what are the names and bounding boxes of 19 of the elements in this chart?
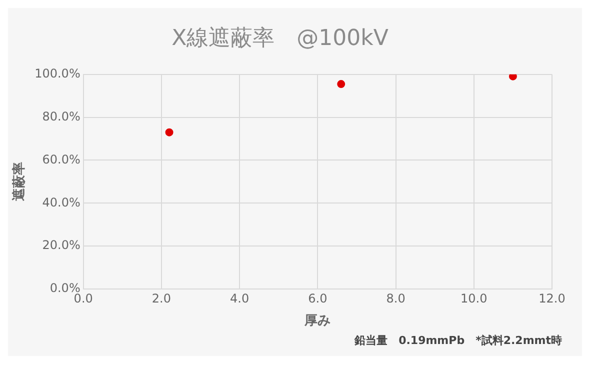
x-tick-label: 0.0 (74, 291, 93, 306)
chart-title: X線遮蔽率 @100kV (172, 26, 388, 51)
y-tick-label: 60.0% (42, 152, 80, 166)
y-tick-label: 20.0% (42, 238, 80, 252)
x-tick-label: 2.0 (152, 291, 172, 306)
x-axis-title: 厚み (304, 314, 331, 329)
point (508, 74, 517, 80)
y-axis-title: 遮蔽率 (11, 162, 28, 202)
x-tick-label: 12.0 (538, 291, 566, 306)
x-tick-label: 10.0 (460, 291, 488, 306)
x-tick-label: 8.0 (386, 291, 406, 306)
x-tick-label: 6.0 (308, 291, 328, 306)
text: 鉛当量 0.19mmPb *試料2.2mmt時 (353, 333, 563, 349)
point (165, 128, 174, 136)
y-tick-label: 40.0% (42, 195, 80, 210)
x-tick-label: 4.0 (230, 291, 250, 306)
y-tick-label: 100.0% (34, 66, 80, 81)
y-tick-label: 80.0% (42, 109, 80, 124)
point (337, 80, 346, 88)
